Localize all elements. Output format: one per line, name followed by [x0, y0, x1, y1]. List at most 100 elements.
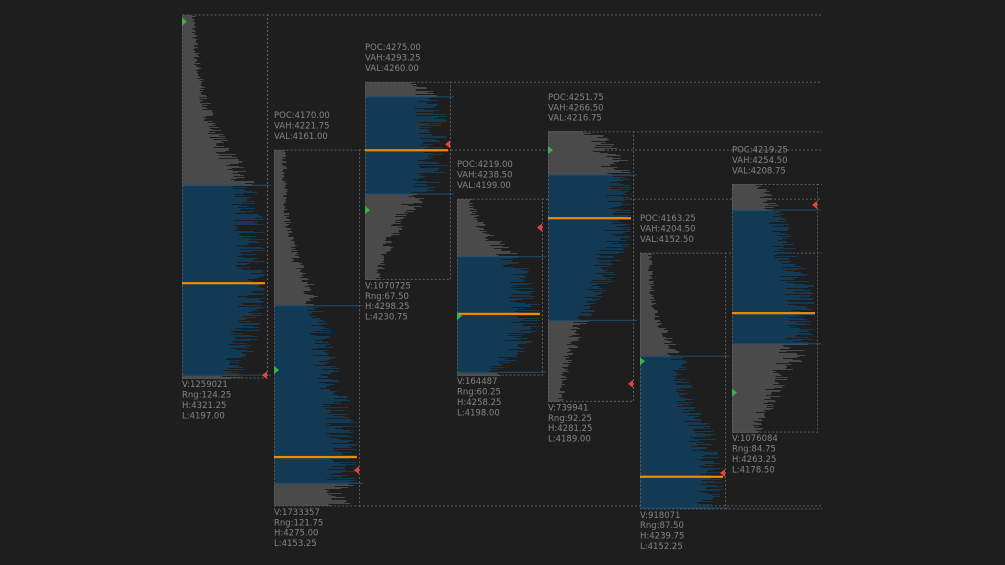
- volume-bar: [182, 240, 249, 241]
- volume-bar: [732, 423, 762, 424]
- volume-bar: [365, 187, 436, 188]
- volume-bar: [274, 223, 287, 224]
- label-val: VAL:4260.00: [365, 64, 419, 74]
- volume-bar: [640, 360, 685, 361]
- volume-bar: [548, 372, 563, 373]
- volume-bar: [548, 144, 615, 145]
- volume-bar: [640, 438, 694, 439]
- volume-bar: [182, 42, 196, 43]
- volume-bar: [182, 325, 243, 326]
- volume-bar: [365, 146, 429, 147]
- volume-bar: [182, 162, 242, 163]
- volume-bar: [640, 270, 648, 271]
- volume-bar: [732, 402, 768, 403]
- volume-bar: [274, 295, 314, 296]
- volume-bar: [365, 172, 446, 173]
- volume-bar: [457, 285, 513, 286]
- volume-bar: [548, 148, 618, 149]
- volume-bar: [274, 308, 314, 309]
- volume-bar: [182, 158, 219, 159]
- volume-bar: [732, 406, 774, 407]
- label-vah: VAH:4204.50: [640, 225, 696, 235]
- volume-bar: [640, 422, 702, 423]
- volume-bar: [548, 344, 568, 345]
- volume-bar: [182, 323, 262, 324]
- volume-bar: [457, 374, 500, 375]
- volume-bar: [182, 52, 195, 53]
- volume-bar: [640, 351, 680, 352]
- volume-bar: [640, 267, 649, 268]
- poc-line: [365, 149, 448, 152]
- volume-bar: [182, 44, 198, 45]
- volume-bar: [274, 151, 284, 152]
- volume-bar: [548, 369, 568, 370]
- volume-bar: [732, 253, 796, 254]
- volume-bar: [365, 276, 379, 277]
- volume-bar: [274, 253, 297, 254]
- volume-bar: [457, 355, 515, 356]
- volume-bar: [548, 138, 608, 139]
- volume-bar: [640, 461, 714, 462]
- volume-bar: [640, 375, 677, 376]
- volume-bar: [548, 380, 564, 381]
- volume-bar: [274, 447, 353, 448]
- volume-bar: [182, 318, 248, 319]
- volume-bar: [732, 316, 805, 317]
- volume-bar: [365, 167, 420, 168]
- volume-bar: [182, 15, 191, 16]
- volume-bar: [274, 429, 344, 430]
- volume-bar: [548, 252, 624, 253]
- volume-bar: [274, 309, 315, 310]
- volume-bar: [640, 413, 702, 414]
- volume-bar: [365, 253, 387, 254]
- volume-bar: [640, 425, 688, 426]
- volume-bar: [732, 198, 773, 199]
- volume-bar: [365, 194, 418, 195]
- volume-bar: [548, 393, 560, 394]
- volume-bar: [274, 259, 294, 260]
- volume-bar: [182, 256, 238, 257]
- volume-bar: [274, 469, 328, 470]
- volume-bar: [274, 404, 324, 405]
- volume-bar: [548, 169, 615, 170]
- volume-bar: [640, 496, 720, 497]
- volume-bar: [457, 270, 526, 271]
- volume-bar: [732, 245, 784, 246]
- volume-bar: [732, 270, 786, 271]
- volume-bar: [365, 235, 392, 236]
- volume-bar: [182, 320, 239, 321]
- volume-bar: [732, 254, 777, 255]
- volume-bar: [274, 242, 295, 243]
- volume-bar: [457, 269, 521, 270]
- volume-bar: [640, 288, 653, 289]
- volume-bar: [640, 371, 676, 372]
- volume-bar: [182, 309, 256, 310]
- volume-bar: [182, 98, 208, 99]
- volume-bar: [457, 320, 540, 321]
- volume-bar: [182, 190, 246, 191]
- volume-bar: [732, 359, 793, 360]
- volume-bar: [274, 232, 292, 233]
- volume-bar: [732, 273, 802, 274]
- volume-bar: [182, 301, 265, 302]
- volume-bar: [640, 327, 659, 328]
- volume-bar: [457, 356, 519, 357]
- volume-bar: [640, 376, 673, 377]
- volume-bar: [274, 381, 340, 382]
- volume-bar: [732, 277, 799, 278]
- volume-bar: [732, 265, 795, 266]
- volume-bar: [732, 257, 775, 258]
- volume-bar: [640, 286, 652, 287]
- volume-bar: [457, 255, 500, 256]
- volume-bar: [365, 225, 391, 226]
- volume-bar: [640, 334, 663, 335]
- volume-bar: [640, 363, 685, 364]
- volume-bar: [548, 141, 592, 142]
- volume-bar: [182, 140, 229, 141]
- volume-bar: [732, 302, 814, 303]
- volume-bar: [640, 350, 677, 351]
- volume-bar: [274, 187, 285, 188]
- volume-bar: [457, 243, 500, 244]
- volume-bar: [365, 93, 434, 94]
- volume-bar: [457, 206, 474, 207]
